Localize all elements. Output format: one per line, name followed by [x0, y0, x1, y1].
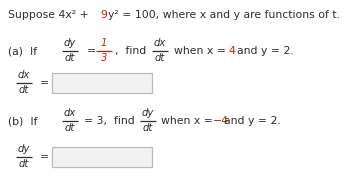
FancyBboxPatch shape [52, 147, 152, 167]
Text: =: = [87, 46, 96, 56]
Text: and y = 2.: and y = 2. [237, 46, 294, 56]
Text: 4: 4 [228, 46, 235, 56]
Text: dx: dx [64, 108, 76, 118]
Text: dt: dt [65, 53, 75, 63]
Text: dy: dy [64, 38, 76, 49]
Text: −4: −4 [213, 116, 229, 126]
Text: when x =: when x = [174, 46, 226, 56]
Text: Suppose 4x² +: Suppose 4x² + [8, 10, 92, 20]
Text: ,  find: , find [115, 46, 146, 56]
Text: 3: 3 [101, 53, 107, 63]
Text: =: = [40, 152, 49, 162]
Text: dt: dt [143, 123, 153, 133]
Text: dt: dt [19, 159, 29, 169]
Text: y² = 100, where x and y are functions of t.: y² = 100, where x and y are functions of… [108, 10, 340, 20]
Text: =: = [40, 78, 49, 88]
Text: (b)  If: (b) If [8, 116, 37, 126]
Text: (a)  If: (a) If [8, 46, 37, 56]
Text: dx: dx [18, 71, 30, 81]
Text: when x =: when x = [161, 116, 213, 126]
Text: dt: dt [19, 85, 29, 95]
Text: dx: dx [154, 38, 166, 49]
Text: = 3,  find: = 3, find [84, 116, 135, 126]
Text: 1: 1 [101, 38, 107, 49]
Text: and y = 2.: and y = 2. [224, 116, 281, 126]
FancyBboxPatch shape [52, 73, 152, 93]
Text: dt: dt [155, 53, 165, 63]
Text: dy: dy [18, 144, 30, 154]
Text: dy: dy [142, 108, 154, 118]
Text: dt: dt [65, 123, 75, 133]
Text: 9: 9 [100, 10, 107, 20]
